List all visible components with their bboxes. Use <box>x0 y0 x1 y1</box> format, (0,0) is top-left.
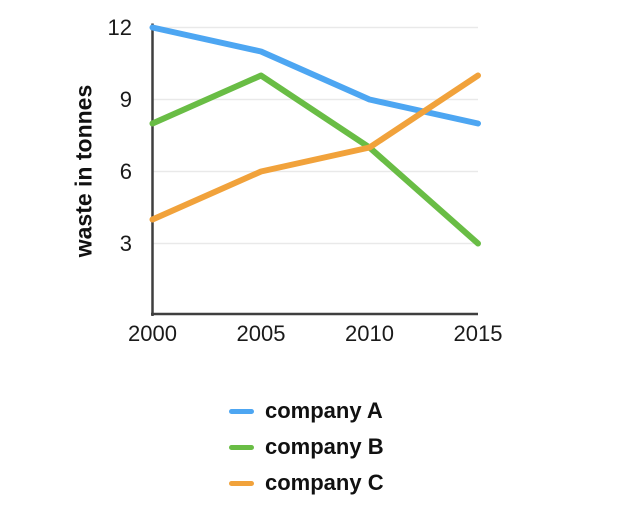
legend-label: company A <box>265 398 383 423</box>
x-tick-label: 2010 <box>345 321 394 346</box>
x-tick-label: 2000 <box>128 321 177 346</box>
x-tick-label: 2005 <box>236 321 286 346</box>
axes <box>151 23 478 316</box>
legend-swatch-icon <box>229 408 254 414</box>
legend: company A company B company C <box>229 393 384 501</box>
y-tick-label: 3 <box>119 230 132 256</box>
gridlines <box>152 26 478 245</box>
legend-item-company-a: company A <box>229 393 384 429</box>
legend-item-company-c: company C <box>229 465 384 501</box>
legend-label: company B <box>265 434 384 459</box>
series-line-company-c <box>149 72 481 223</box>
y-tick-label: 6 <box>119 158 132 184</box>
legend-item-company-b: company B <box>229 429 384 465</box>
series-line-company-b <box>149 72 481 247</box>
legend-swatch-icon <box>229 444 254 450</box>
x-tick-label: 2015 <box>453 321 503 346</box>
legend-label: company C <box>265 470 384 495</box>
y-tick-label: 9 <box>119 86 132 112</box>
y-tick-label: 12 <box>107 14 132 40</box>
series-lines <box>149 24 481 247</box>
legend-swatch-icon <box>229 480 254 486</box>
